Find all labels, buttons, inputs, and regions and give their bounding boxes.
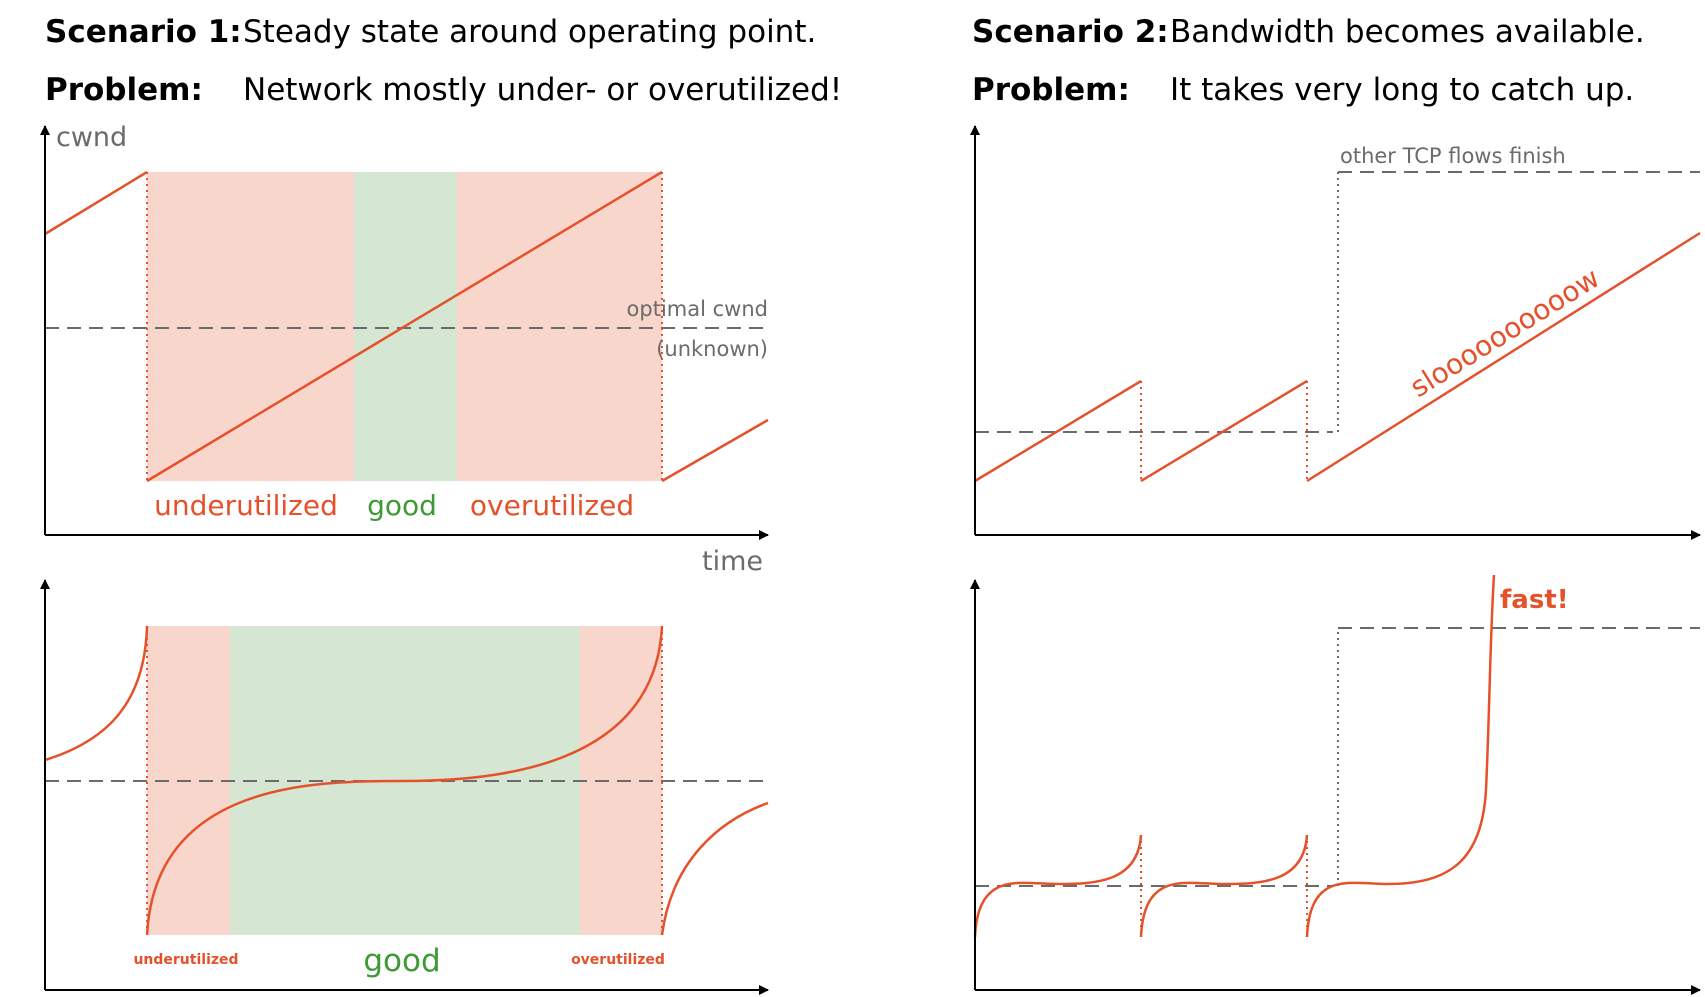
cubic-curve — [145, 625, 664, 936]
label-overutilized: overutilized — [470, 489, 634, 522]
other-flows-label: other TCP flows finish — [1340, 144, 1566, 168]
slow-label: sloooooooooow — [1404, 261, 1605, 404]
cubic-curve — [973, 834, 1143, 938]
cwnd-ramp — [661, 418, 769, 483]
label-overutilized: overutilized — [571, 952, 665, 968]
cwnd-ramp — [44, 170, 148, 236]
x-axis-label: time — [702, 546, 763, 577]
scenario1-problem: Problem: Network mostly under- or overuti… — [45, 72, 842, 108]
region-underutilized — [147, 172, 354, 481]
scenario1-problem-text: Network mostly under- or overutilized! — [243, 72, 843, 108]
label-underutilized: underutilized — [133, 952, 238, 968]
panel-bottom-left: underutilized good overutilized — [40, 579, 770, 995]
optimal-cwnd-note: (unknown) — [656, 337, 768, 361]
cwnd-ramp — [1306, 231, 1701, 483]
region-overutilized — [457, 172, 662, 481]
panel-top-left: cwnd time optimal cwnd (unknown) underut… — [40, 122, 770, 577]
cwnd-ramp — [974, 379, 1142, 483]
scenario1-label: Scenario 1: — [45, 14, 242, 50]
cwnd-ramp — [1140, 379, 1308, 483]
panel-top-right: other TCP flows finish sloooooooooow — [970, 125, 1701, 540]
scenario2-text: Bandwidth becomes available. — [1170, 14, 1645, 50]
cwnd-ramp — [146, 170, 663, 483]
cubic-curve — [1139, 834, 1309, 938]
scenario1-title: Scenario 1:Steady state around operating… — [45, 14, 816, 50]
cubic-curve — [44, 625, 149, 762]
scenario2-problem: Problem: It takes very long to catch up. — [972, 72, 1634, 108]
label-good: good — [367, 489, 437, 522]
scenario2-problem-text: It takes very long to catch up. — [1170, 72, 1635, 108]
label-underutilized: underutilized — [154, 489, 338, 522]
panel-bottom-right: fast! — [970, 574, 1701, 995]
cubic-curve — [1305, 574, 1496, 938]
scenario1-text: Steady state around operating point. — [243, 14, 817, 50]
scenario2-problem-label: Problem: — [972, 72, 1130, 108]
optimal-cwnd-label: optimal cwnd — [627, 297, 768, 321]
y-axis-label: cwnd — [56, 122, 127, 153]
scenario2-label: Scenario 2: — [972, 14, 1169, 50]
label-good: good — [363, 943, 440, 979]
cubic-curve — [660, 801, 769, 936]
fast-label: fast! — [1500, 585, 1569, 615]
scenario1-problem-label: Problem: — [45, 72, 203, 108]
scenario2-title: Scenario 2:Bandwidth becomes available. — [972, 14, 1645, 50]
